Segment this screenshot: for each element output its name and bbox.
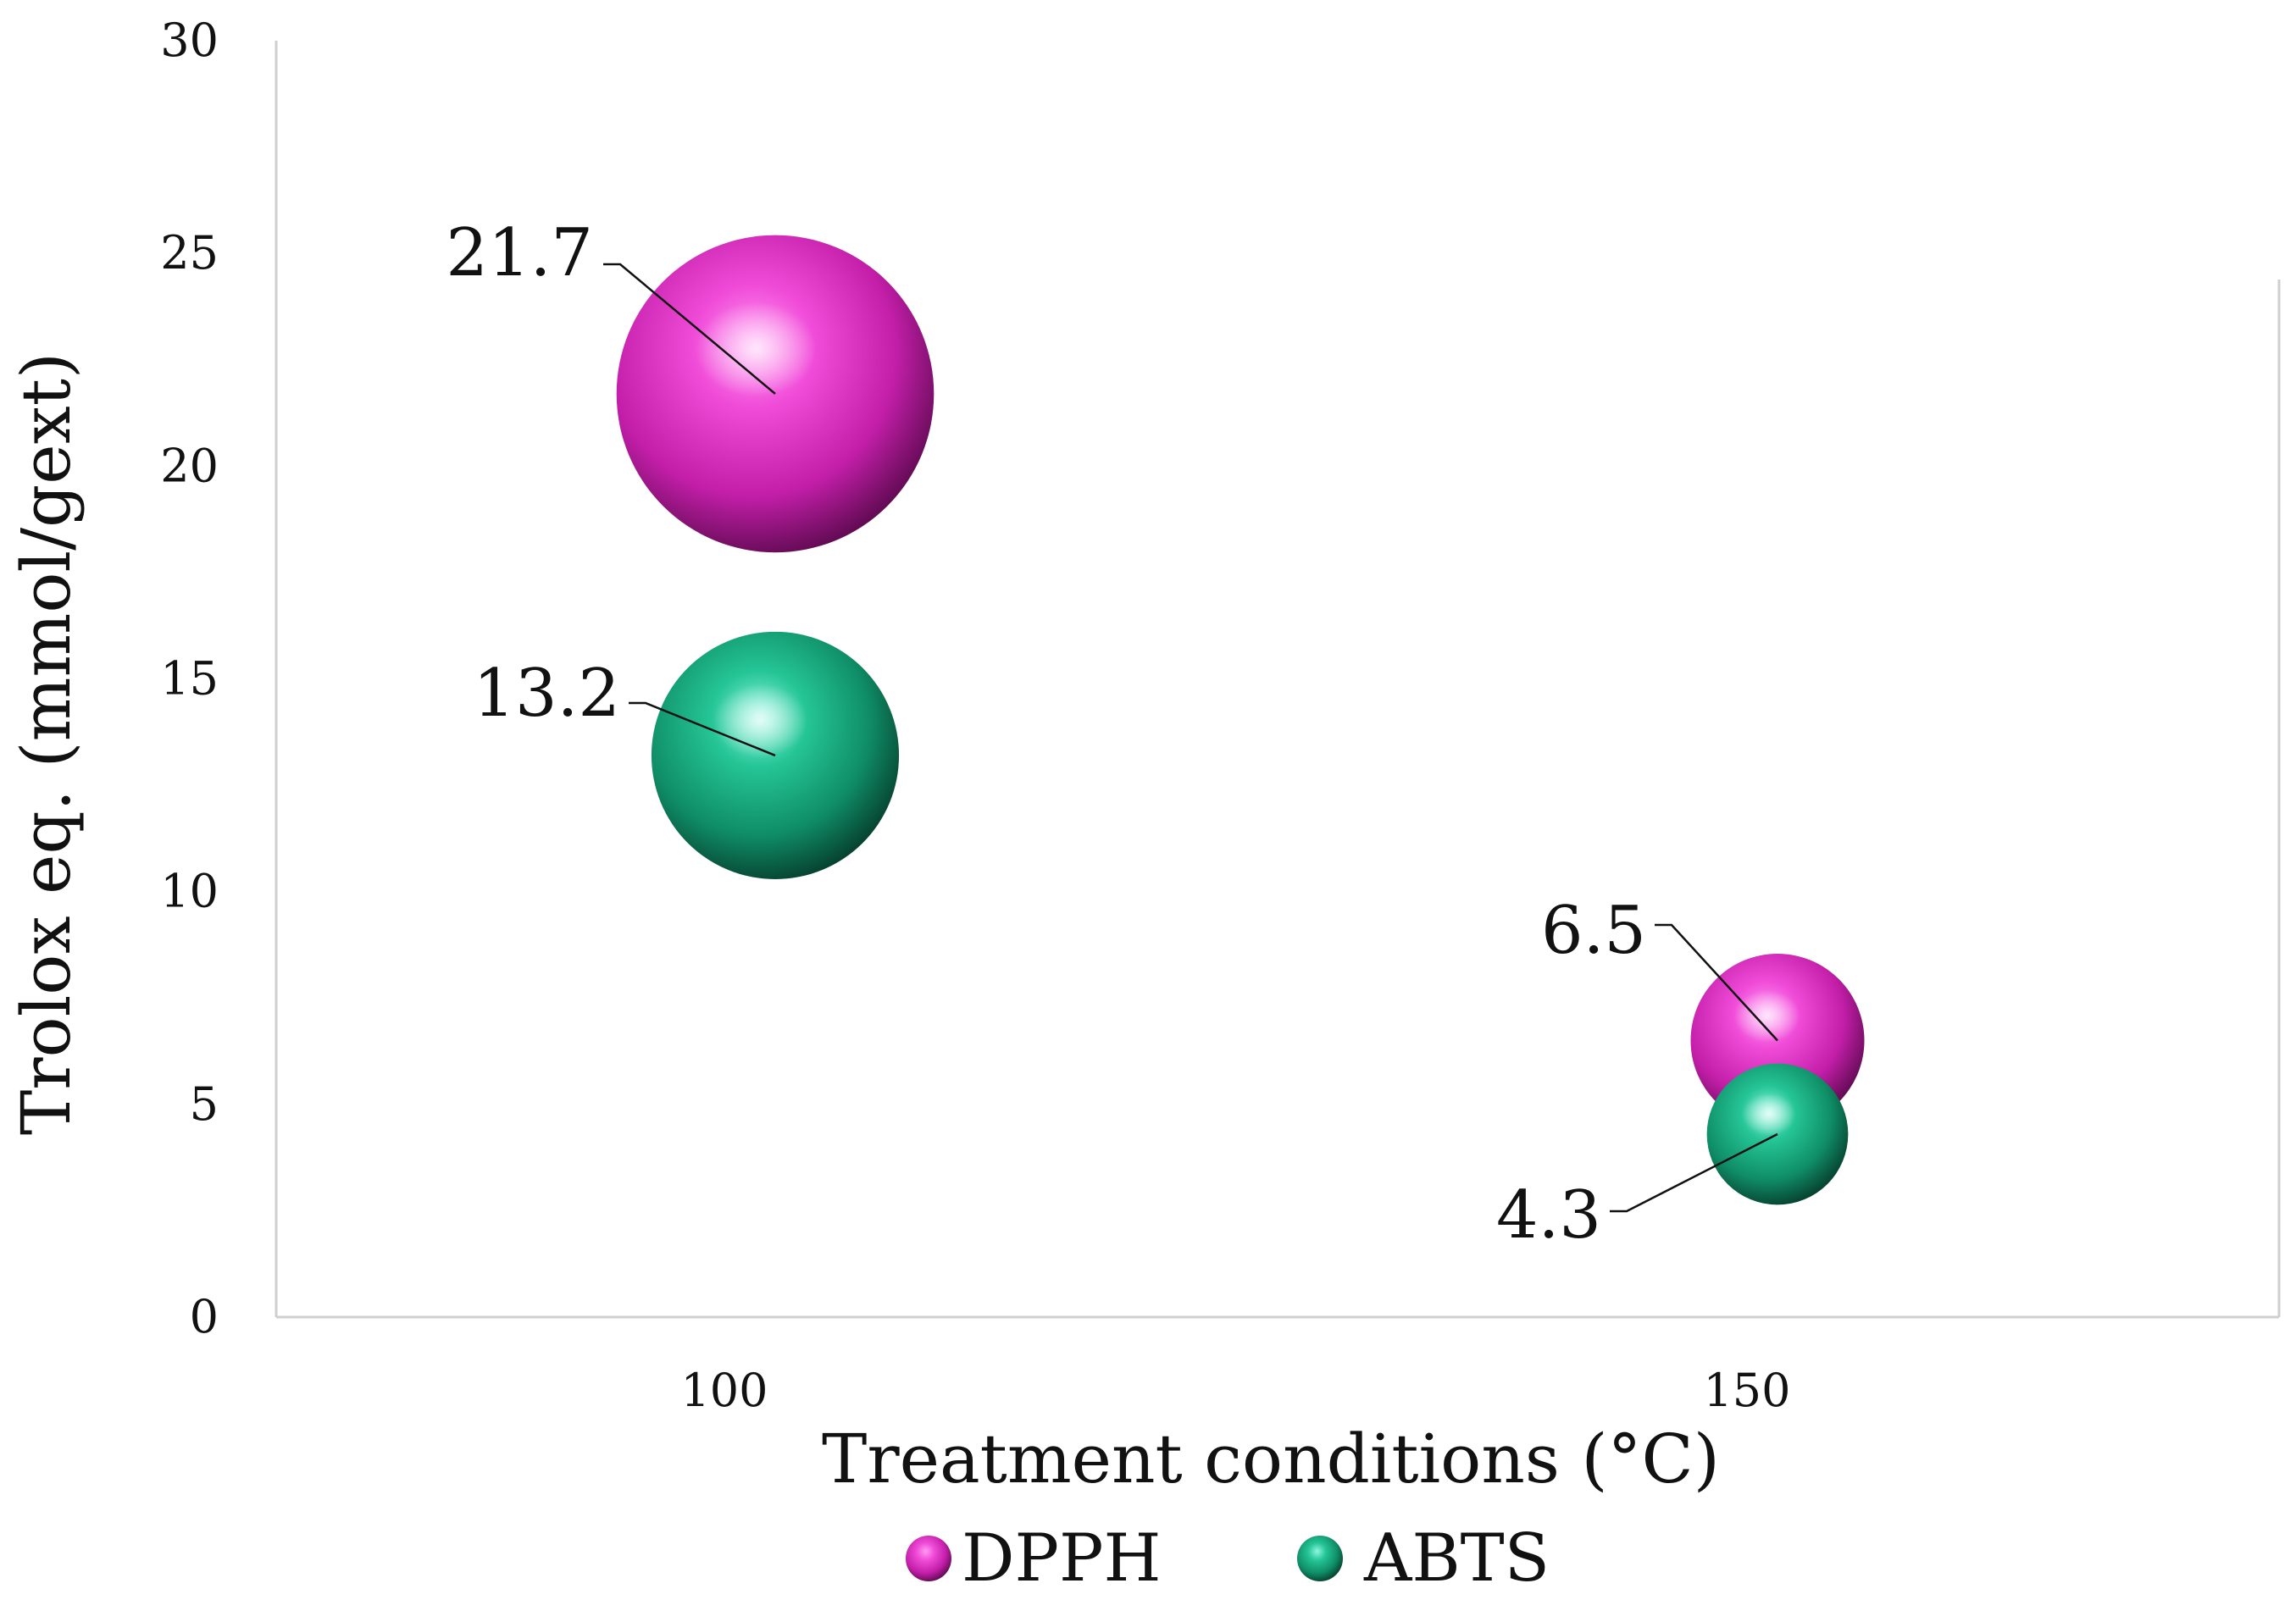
legend-item-dpph: DPPH (906, 1520, 1162, 1597)
y-tick-label: 10 (160, 865, 219, 918)
y-tick-label: 30 (160, 14, 219, 67)
y-tick-label: 20 (160, 439, 219, 492)
data-label: 13.2 (473, 656, 620, 732)
leader-line (1655, 923, 1778, 1042)
bubble-layer (616, 235, 1865, 1205)
legend-marker (906, 1536, 951, 1581)
bubble-highlight (1742, 1093, 1796, 1136)
y-tick-label: 25 (160, 226, 219, 280)
x-tick-label: 150 (1703, 1364, 1790, 1417)
bubble-highlight (696, 302, 817, 397)
y-tick-label: 0 (190, 1290, 219, 1343)
legend-label: DPPH (962, 1520, 1162, 1597)
x-tick-label: 100 (680, 1364, 768, 1417)
data-label: 4.3 (1496, 1177, 1601, 1254)
data-label: 21.7 (446, 215, 593, 291)
x-axis-title: Treatment conditions (°C) (822, 1420, 1720, 1498)
y-tick-label: 15 (160, 652, 219, 706)
bubble-dpph (616, 235, 934, 553)
leader-line (1610, 1132, 1778, 1213)
bubble-highlight (713, 684, 807, 758)
data-label: 6.5 (1541, 893, 1646, 969)
y-tick-label: 5 (190, 1077, 219, 1131)
data-label-layer: 21.7 6.5 13.2 4.3 (446, 215, 1778, 1254)
legend-item-abts: ABTS (1297, 1520, 1550, 1597)
bubble-highlight (1733, 990, 1800, 1043)
y-axis-title: Trolox eq. (mmol/gext) (7, 352, 86, 1135)
y-tick-labels: 0 5 10 15 20 25 30 (160, 14, 219, 1343)
leader-line (603, 263, 776, 395)
legend-marker (1297, 1536, 1343, 1581)
x-tick-labels: 100 150 (680, 1364, 1790, 1417)
leader-line (629, 701, 776, 757)
legend-label: ABTS (1363, 1520, 1550, 1597)
legend: DPPH ABTS (906, 1520, 1550, 1597)
